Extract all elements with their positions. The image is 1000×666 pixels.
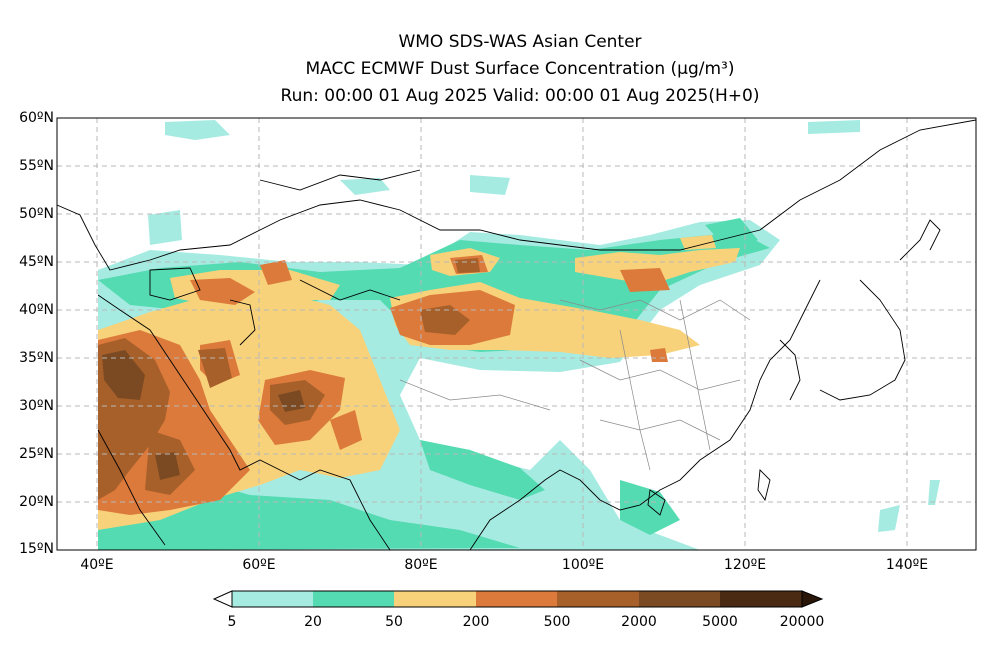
lon-label: 140ºE (885, 557, 929, 573)
dust-concentration-field (98, 120, 940, 550)
province-borders (399, 299, 751, 471)
colorbar-tick-label: 200 (462, 614, 490, 630)
colorbar-segment (394, 591, 476, 607)
lat-label: 50ºN (19, 206, 54, 222)
lon-label: 80ºE (404, 557, 438, 573)
colorbar-tick-label: 20000 (779, 614, 825, 630)
colorbar-outline (231, 590, 803, 608)
colorbar-tick-label: 20 (304, 614, 322, 630)
lat-label: 40ºN (19, 302, 54, 318)
lat-label: 35ºN (19, 350, 54, 366)
lat-label: 30ºN (19, 398, 54, 414)
colorbar-tick-label: 2000 (621, 614, 657, 630)
map-frame (56, 117, 977, 551)
lat-label: 20ºN (19, 494, 54, 510)
colorbar-tick-label: 5000 (702, 614, 738, 630)
lat-label: 55ºN (19, 158, 54, 174)
colorbar (212, 590, 824, 608)
colorbar-tick-label: 500 (543, 614, 571, 630)
map-gridlines (57, 118, 976, 550)
colorbar-segment (476, 591, 557, 607)
colorbar-segment (313, 591, 394, 607)
colorbar-segment (639, 591, 720, 607)
chart-title-run-valid: Run: 00:00 01 Aug 2025 Valid: 00:00 01 A… (280, 86, 760, 106)
colorbar-tick-label: 50 (385, 614, 403, 630)
lat-label: 60ºN (19, 110, 54, 126)
colorbar-segment (557, 591, 639, 607)
lat-label: 15ºN (19, 541, 54, 557)
coastlines-and-borders (57, 119, 976, 550)
colorbar-segment (232, 591, 313, 607)
colorbar-segment (720, 591, 802, 607)
lat-label: 45ºN (19, 254, 54, 270)
lat-label: 25ºN (19, 446, 54, 462)
lon-label: 60ºE (242, 557, 276, 573)
chart-title-line-1: WMO SDS-WAS Asian Center (398, 32, 642, 52)
colorbar-under-arrow (212, 590, 233, 608)
chart-title-line-2: MACC ECMWF Dust Surface Concentration (μ… (305, 59, 735, 79)
lon-label: 120ºE (723, 557, 767, 573)
colorbar-tick-label: 5 (227, 614, 237, 630)
colorbar-over-arrow (801, 590, 824, 608)
lon-label: 100ºE (561, 557, 605, 573)
lon-label: 40ºE (80, 557, 114, 573)
